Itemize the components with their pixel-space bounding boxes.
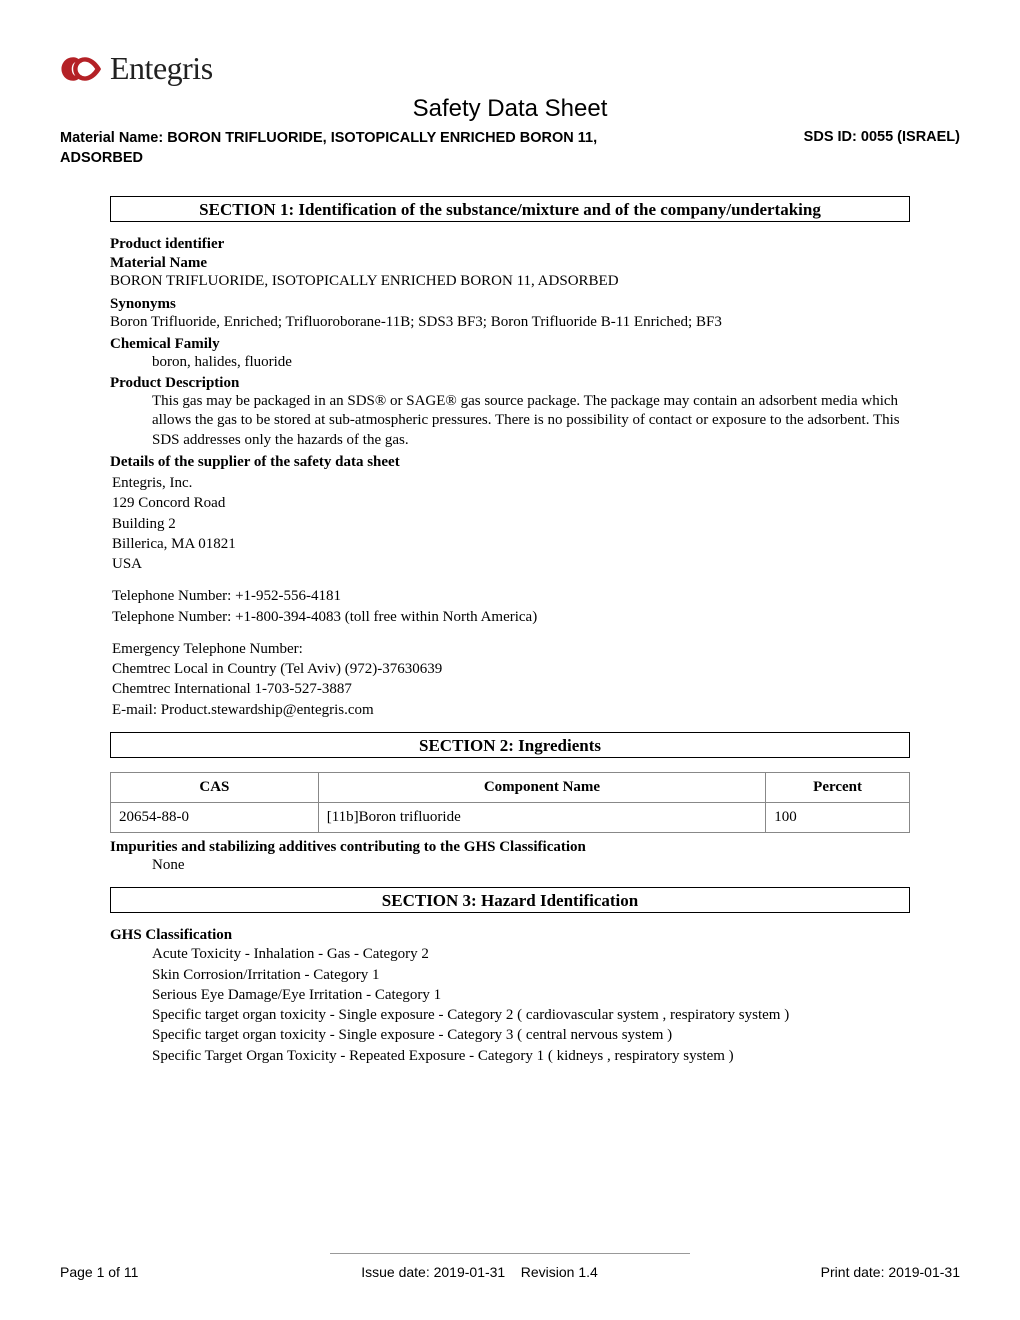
supplier-line: Entegris, Inc. [112,473,910,493]
supplier-email: E-mail: Product.stewardship@entegris.com [112,700,910,720]
ghs-classification-label: GHS Classification [110,927,910,944]
section-2-title: SECTION 2: Ingredients [110,732,910,758]
revision: Revision 1.4 [521,1264,598,1280]
ghs-item: Skin Corrosion/Irritation - Category 1 [152,965,910,985]
issue-revision: Issue date: 2019-01-31 Revision 1.4 [361,1264,598,1280]
material-name-label: Material Name [110,255,910,272]
cell-percent: 100 [766,802,910,832]
emergency-label: Emergency Telephone Number: [112,639,910,659]
phone-1: Telephone Number: +1-952-556-4181 [112,586,910,606]
ingredients-table: CAS Component Name Percent 20654-88-0 [1… [110,772,910,833]
material-name-label: Material Name: [60,130,167,146]
phone-2: Telephone Number: +1-800-394-4083 (toll … [112,607,910,627]
ghs-item: Serious Eye Damage/Eye Irritation - Cate… [152,985,910,1005]
emergency-2: Chemtrec International 1-703-527-3887 [112,679,910,699]
section-1-title: SECTION 1: Identification of the substan… [110,196,910,222]
synonyms-label: Synonyms [110,296,910,313]
cell-cas: 20654-88-0 [111,802,319,832]
sds-id-label: SDS ID: [804,129,861,145]
emergency-1: Chemtrec Local in Country (Tel Aviv) (97… [112,659,910,679]
supplier-line: USA [112,554,910,574]
content-area: SECTION 1: Identification of the substan… [60,196,960,1066]
supplier-line: Billerica, MA 01821 [112,534,910,554]
logo-text: Entegris [110,50,213,87]
logo-mark-icon [60,51,104,87]
table-header-row: CAS Component Name Percent [111,772,910,802]
synonyms-value: Boron Trifluoride, Enriched; Trifluorobo… [110,313,910,333]
col-percent: Percent [766,772,910,802]
impurities-label: Impurities and stabilizing additives con… [110,839,910,856]
ghs-classification-list: Acute Toxicity - Inhalation - Gas - Cate… [152,944,910,1066]
sds-id-value: 0055 (ISRAEL) [861,129,960,145]
cell-component: [11b]Boron trifluoride [318,802,765,832]
product-description-value: This gas may be packaged in an SDS® or S… [152,392,910,451]
page-number: Page 1 of 11 [60,1264,138,1280]
supplier-line: 129 Concord Road [112,493,910,513]
ghs-item: Specific target organ toxicity - Single … [152,1025,910,1045]
supplier-phone-block: Telephone Number: +1-952-556-4181 Teleph… [112,586,910,627]
chemical-family-value: boron, halides, fluoride [152,353,910,373]
supplier-details-label: Details of the supplier of the safety da… [110,454,910,471]
ghs-item: Specific Target Organ Toxicity - Repeate… [152,1046,910,1066]
footer-row: Page 1 of 11 Issue date: 2019-01-31 Revi… [60,1264,960,1280]
product-identifier-label: Product identifier [110,236,910,253]
impurities-value: None [152,856,910,876]
footer-divider [330,1253,690,1254]
supplier-line: Building 2 [112,514,910,534]
col-component: Component Name [318,772,765,802]
material-name-block: Material Name: BORON TRIFLUORIDE, ISOTOP… [60,129,660,168]
supplier-address: Entegris, Inc. 129 Concord Road Building… [112,473,910,574]
material-name-value: BORON TRIFLUORIDE, ISOTOPICALLY ENRICHED… [110,272,910,292]
document-title: Safety Data Sheet [60,95,960,123]
document-header-row: Material Name: BORON TRIFLUORIDE, ISOTOP… [60,129,960,168]
table-row: 20654-88-0 [11b]Boron trifluoride 100 [111,802,910,832]
emergency-block: Emergency Telephone Number: Chemtrec Loc… [112,639,910,720]
ghs-item: Acute Toxicity - Inhalation - Gas - Cate… [152,944,910,964]
product-description-label: Product Description [110,375,910,392]
page-footer: Page 1 of 11 Issue date: 2019-01-31 Revi… [60,1253,960,1280]
ghs-item: Specific target organ toxicity - Single … [152,1005,910,1025]
print-date: Print date: 2019-01-31 [821,1264,960,1280]
issue-date: Issue date: 2019-01-31 [361,1264,505,1280]
chemical-family-label: Chemical Family [110,336,910,353]
company-logo: Entegris [60,50,960,87]
col-cas: CAS [111,772,319,802]
section-3-title: SECTION 3: Hazard Identification [110,887,910,913]
sds-id-block: SDS ID: 0055 (ISRAEL) [804,129,960,168]
